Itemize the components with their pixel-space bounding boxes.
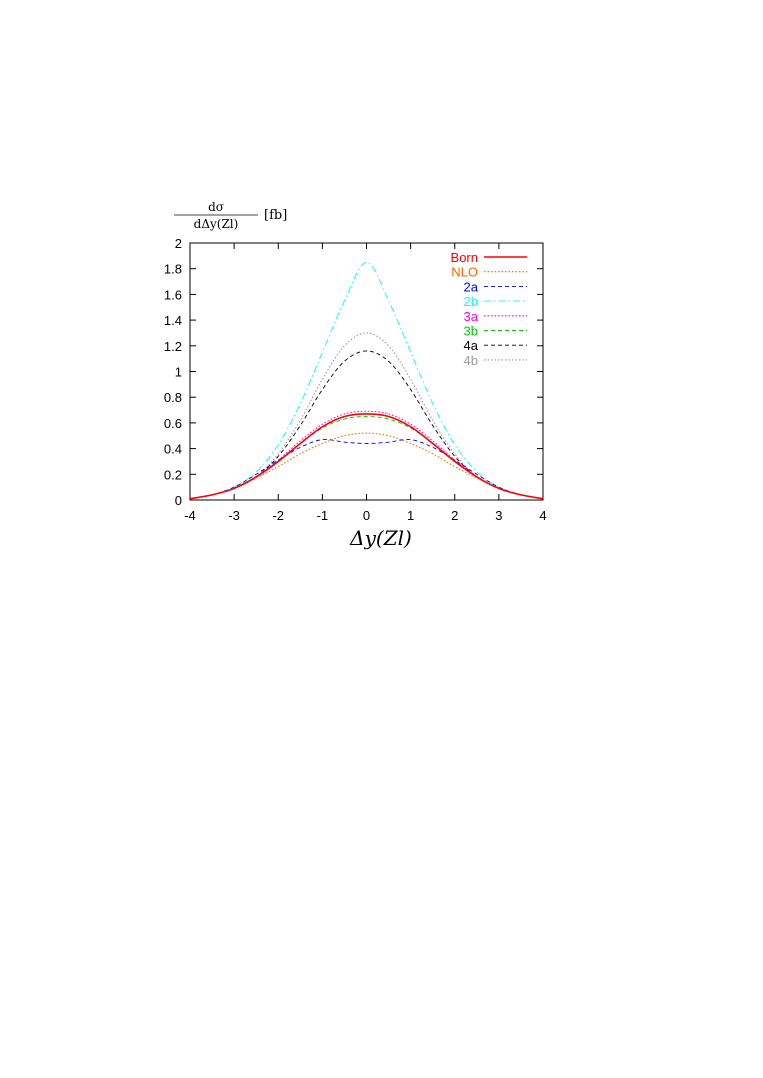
legend-label-3b: 3b bbox=[464, 324, 478, 339]
y-axis-label-unit: [fb] bbox=[264, 208, 287, 223]
x-tick-label: -4 bbox=[184, 508, 196, 523]
axis-ticks bbox=[189, 242, 544, 501]
legend-label-3a: 3a bbox=[464, 309, 479, 324]
x-tick-label: 2 bbox=[451, 508, 458, 523]
y-tick-label: 1.2 bbox=[164, 339, 182, 354]
series-line-2a bbox=[189, 438, 544, 500]
y-axis-label-denominator: dΔy(Zl) bbox=[194, 217, 239, 231]
x-axis-label: Δy(Zl) bbox=[349, 526, 412, 550]
y-axis-title: dσ dΔy(Zl) [fb] bbox=[174, 200, 287, 231]
x-tick-label: -1 bbox=[317, 508, 329, 523]
y-tick-label: 0 bbox=[175, 493, 182, 508]
series-line-3b bbox=[189, 416, 544, 500]
series-line-4b bbox=[189, 332, 544, 500]
y-tick-label: 1 bbox=[175, 365, 182, 380]
y-axis-label-numerator: dσ bbox=[208, 200, 224, 214]
legend-label-born: Born bbox=[451, 250, 478, 265]
y-tick-label: 0.8 bbox=[164, 390, 182, 405]
x-tick-label: 3 bbox=[495, 508, 502, 523]
legend-label-2a: 2a bbox=[464, 279, 479, 294]
y-tick-label: 1.6 bbox=[164, 287, 182, 302]
x-tick-label: 1 bbox=[407, 508, 414, 523]
series-line-2b bbox=[189, 261, 544, 500]
plot-area-frame bbox=[189, 242, 544, 501]
series-line-nlo bbox=[189, 432, 544, 500]
x-tick-labels: -4 -3 -2 -1 0 1 2 3 4 bbox=[184, 508, 546, 523]
series-lines bbox=[189, 261, 544, 500]
x-tick-label: 4 bbox=[539, 508, 546, 523]
legend-label-4b: 4b bbox=[464, 353, 478, 368]
y-tick-label: 0.2 bbox=[164, 467, 182, 482]
series-line-born bbox=[189, 413, 544, 500]
y-tick-label: 2 bbox=[175, 236, 182, 251]
y-tick-labels: 0 0.2 0.4 0.6 0.8 1 1.2 1.4 1.6 1.8 2 bbox=[164, 236, 182, 508]
x-tick-label: -3 bbox=[228, 508, 240, 523]
y-tick-label: 1.4 bbox=[164, 313, 182, 328]
legend-label-2b: 2b bbox=[464, 294, 478, 309]
y-tick-label: 0.4 bbox=[164, 442, 182, 457]
x-tick-label: 0 bbox=[363, 508, 370, 523]
y-tick-label: 1.8 bbox=[164, 262, 182, 277]
y-tick-label: 0.6 bbox=[164, 416, 182, 431]
x-tick-label: -2 bbox=[272, 508, 284, 523]
series-line-3a bbox=[189, 410, 544, 500]
series-line-4a bbox=[189, 350, 544, 500]
legend-label-nlo: NLO bbox=[451, 265, 478, 280]
legend-label-4a: 4a bbox=[464, 338, 479, 353]
